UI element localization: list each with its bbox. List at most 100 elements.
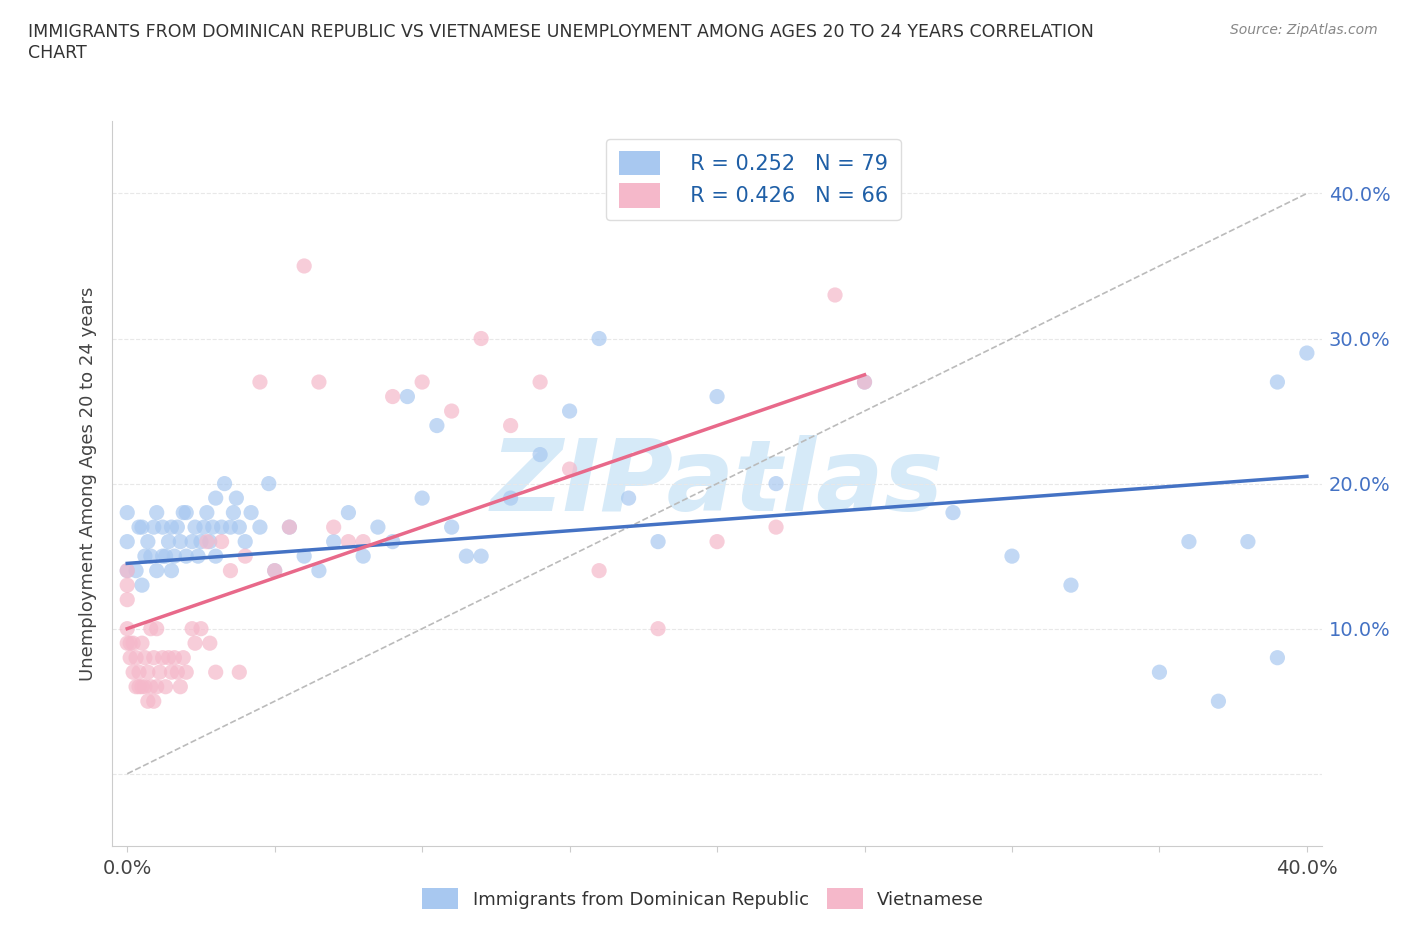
Point: [228, 665, 250, 680]
Y-axis label: Unemployment Among Ages 20 to 24 years: Unemployment Among Ages 20 to 24 years: [79, 286, 97, 681]
Point: [136, 665, 159, 680]
Point: [169, 534, 191, 549]
Point: [157, 534, 180, 549]
Point: [204, 549, 226, 564]
Point: [219, 564, 242, 578]
Point: [152, 650, 174, 665]
Point: [163, 650, 186, 665]
Point: [136, 694, 159, 709]
Point: [125, 564, 148, 578]
Point: [149, 665, 172, 680]
Point: [120, 650, 142, 665]
Point: [152, 549, 174, 564]
Point: [131, 520, 153, 535]
Point: [558, 404, 581, 418]
Point: [292, 549, 315, 564]
Point: [396, 389, 419, 404]
Point: [115, 564, 138, 578]
Point: [440, 520, 463, 535]
Point: [142, 520, 165, 535]
Point: [134, 650, 156, 665]
Point: [139, 679, 162, 694]
Point: [157, 650, 180, 665]
Point: [195, 534, 218, 549]
Point: [367, 520, 389, 535]
Point: [257, 476, 280, 491]
Point: [115, 534, 138, 549]
Point: [381, 389, 404, 404]
Point: [440, 404, 463, 418]
Point: [152, 520, 174, 535]
Point: [1178, 534, 1201, 549]
Point: [308, 375, 330, 390]
Point: [337, 505, 360, 520]
Point: [115, 636, 138, 651]
Point: [115, 578, 138, 592]
Point: [558, 461, 581, 476]
Point: [195, 505, 218, 520]
Point: [765, 520, 787, 535]
Point: [278, 520, 301, 535]
Point: [155, 549, 177, 564]
Point: [322, 520, 344, 535]
Point: [166, 520, 188, 535]
Point: [411, 375, 433, 390]
Point: [131, 679, 153, 694]
Point: [134, 679, 156, 694]
Point: [174, 665, 197, 680]
Point: [1149, 665, 1171, 680]
Point: [292, 259, 315, 273]
Point: [163, 549, 186, 564]
Point: [617, 491, 640, 506]
Text: IMMIGRANTS FROM DOMINICAN REPUBLIC VS VIETNAMESE UNEMPLOYMENT AMONG AGES 20 TO 2: IMMIGRANTS FROM DOMINICAN REPUBLIC VS VI…: [28, 23, 1094, 62]
Point: [853, 375, 876, 390]
Point: [131, 636, 153, 651]
Point: [529, 447, 551, 462]
Point: [263, 564, 285, 578]
Point: [249, 375, 271, 390]
Point: [352, 534, 374, 549]
Point: [240, 505, 263, 520]
Point: [499, 491, 522, 506]
Point: [824, 287, 846, 302]
Point: [115, 621, 138, 636]
Point: [706, 389, 728, 404]
Point: [222, 505, 245, 520]
Point: [131, 578, 153, 592]
Point: [426, 418, 449, 433]
Legend: Immigrants from Dominican Republic, Vietnamese: Immigrants from Dominican Republic, Viet…: [415, 881, 991, 916]
Point: [136, 534, 159, 549]
Point: [470, 331, 492, 346]
Point: [233, 549, 256, 564]
Point: [647, 621, 669, 636]
Point: [588, 331, 610, 346]
Point: [128, 665, 150, 680]
Point: [470, 549, 492, 564]
Point: [263, 564, 285, 578]
Point: [145, 679, 167, 694]
Text: ZIPatlas: ZIPatlas: [491, 435, 943, 532]
Point: [706, 534, 728, 549]
Point: [219, 520, 242, 535]
Point: [588, 564, 610, 578]
Point: [145, 621, 167, 636]
Point: [204, 665, 226, 680]
Point: [122, 636, 145, 651]
Point: [174, 549, 197, 564]
Point: [139, 621, 162, 636]
Point: [193, 520, 215, 535]
Point: [184, 636, 207, 651]
Point: [456, 549, 478, 564]
Point: [529, 375, 551, 390]
Point: [1267, 650, 1289, 665]
Point: [499, 418, 522, 433]
Point: [1001, 549, 1024, 564]
Point: [647, 534, 669, 549]
Point: [1060, 578, 1083, 592]
Point: [145, 564, 167, 578]
Point: [139, 549, 162, 564]
Point: [174, 505, 197, 520]
Point: [1267, 375, 1289, 390]
Text: Source: ZipAtlas.com: Source: ZipAtlas.com: [1230, 23, 1378, 37]
Point: [160, 564, 183, 578]
